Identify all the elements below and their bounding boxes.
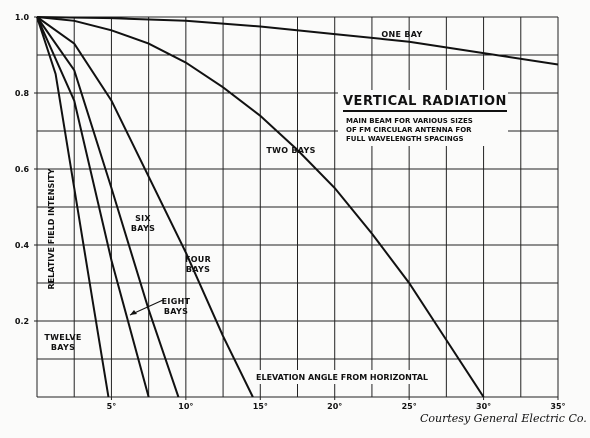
line [36,16,254,398]
subtitle: MAIN BEAM FOR VARIOUS SIZES [346,117,473,125]
y-tick-label: 0.4 [15,241,30,250]
line [36,16,559,66]
x-tick-label: 30° [476,402,491,411]
x-axis-label: ELEVATION ANGLE FROM HORIZONTAL [256,373,428,382]
series-label: EIGHT BAYS [161,297,191,316]
y-tick-label: 0.6 [15,165,30,174]
series-label: ONE BAY [381,30,423,39]
subtitle: FULL WAVELENGTH SPACINGS [346,135,464,143]
subtitle: OF FM CIRCULAR ANTENNA FOR [346,126,472,134]
line [36,16,180,398]
y-tick-label: 1.0 [15,13,30,22]
series-label: TWELVE BAYS [44,333,82,352]
y-tick-label: 0.8 [15,89,30,98]
credit: Courtesy General Electric Co. [420,412,587,425]
line [36,16,485,398]
chart-title: VERTICAL RADIATION [343,94,507,112]
series-label: FOUR BAYS [184,255,212,274]
series-label: TWO BAYS [266,146,316,155]
title-backdrop [338,90,508,146]
y-axis-label: RELATIVE FIELD INTENSITY [47,168,56,289]
x-tick-label: 5° [107,402,117,411]
xlabel-backdrop [250,370,440,384]
y-tick-label: 0.2 [15,317,29,326]
arrow-head [130,310,137,315]
x-tick-label: 20° [327,402,342,411]
x-tick-label: 10° [178,402,193,411]
series-label: SIX BAYS [130,214,156,233]
x-tick-label: 35° [550,402,565,411]
line [36,16,150,398]
line [36,16,110,398]
x-tick-label: 15° [253,402,268,411]
x-tick-label: 25° [402,402,417,411]
